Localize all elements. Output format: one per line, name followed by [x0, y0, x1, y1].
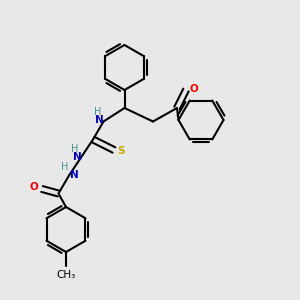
Text: N: N: [95, 115, 103, 125]
Text: CH₃: CH₃: [56, 270, 76, 280]
Text: O: O: [30, 182, 38, 193]
Text: N: N: [73, 152, 82, 162]
Text: O: O: [190, 83, 198, 94]
Text: S: S: [117, 146, 124, 157]
Text: N: N: [70, 170, 79, 180]
Text: H: H: [61, 162, 68, 172]
Text: H: H: [94, 107, 101, 117]
Text: H: H: [70, 145, 78, 154]
